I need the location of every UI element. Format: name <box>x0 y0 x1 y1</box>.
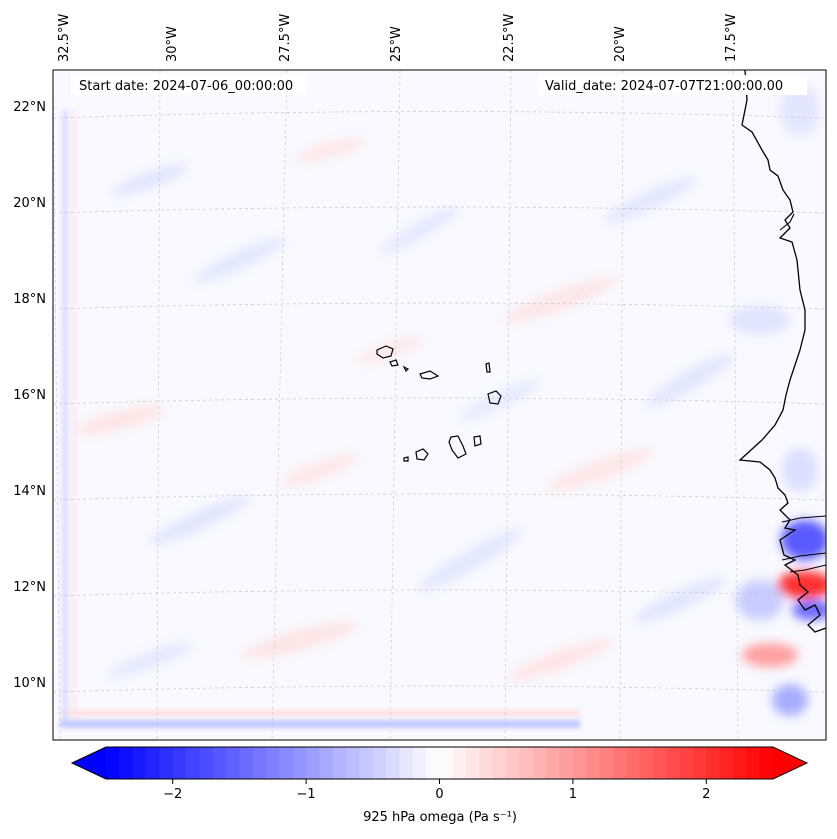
colorbar-segment <box>559 747 574 779</box>
colorbar-segment <box>372 747 387 779</box>
colorbar-segment <box>506 747 521 779</box>
colorbar-segments <box>72 747 807 779</box>
island-brava <box>403 456 409 462</box>
lat-label: 16°N <box>13 388 46 403</box>
colorbar-segment <box>612 747 627 779</box>
colorbar-ticks: −2 −1 0 1 2 <box>163 779 710 802</box>
colorbar-segment <box>292 747 307 779</box>
lon-label: 17.5°W <box>724 14 739 62</box>
colorbar-segment <box>212 747 227 779</box>
colorbar-tick-label: −2 <box>163 787 182 802</box>
colorbar-segment <box>386 747 401 779</box>
colorbar-segment <box>732 747 747 779</box>
lon-label: 30°W <box>165 26 180 62</box>
island-sao-nicolau <box>419 370 440 380</box>
island-santiago <box>448 435 467 459</box>
valid-date-label: Valid_date: 2024-07-07T21:00:00.00 <box>545 79 783 94</box>
island-maio <box>473 435 482 447</box>
colorbar-segment <box>412 747 427 779</box>
colorbar-segment <box>252 747 267 779</box>
colorbar-label: 925 hPa omega (Pa s⁻¹) <box>363 810 517 825</box>
lon-label: 27.5°W <box>278 14 293 62</box>
colorbar-segment <box>492 747 507 779</box>
colorbar-segment <box>626 747 641 779</box>
colorbar-segment <box>546 747 561 779</box>
colorbar-segment <box>439 747 454 779</box>
colorbar: −2 −1 0 1 2 925 hPa omega (Pa s⁻¹) <box>70 746 809 825</box>
lat-label: 10°N <box>13 676 46 691</box>
island-boa-vista <box>487 390 502 405</box>
colorbar-segment <box>119 747 134 779</box>
colorbar-segment <box>679 747 694 779</box>
colorbar-segment <box>746 747 761 779</box>
colorbar-tick-label: 2 <box>702 787 710 802</box>
colorbar-segment <box>266 747 281 779</box>
colorbar-segment <box>359 747 374 779</box>
longitude-labels: 32.5°W 30°W 27.5°W 25°W 22.5°W 20°W 17.5… <box>57 14 739 62</box>
colorbar-segment <box>159 747 174 779</box>
colorbar-segment <box>479 747 494 779</box>
colorbar-segment <box>319 747 334 779</box>
colorbar-segment <box>666 747 681 779</box>
colorbar-segment <box>572 747 587 779</box>
island-sal <box>485 362 491 373</box>
lon-label: 32.5°W <box>57 14 72 62</box>
lat-label: 12°N <box>13 580 46 595</box>
colorbar-segment <box>452 747 467 779</box>
colorbar-segment <box>306 747 321 779</box>
valid-date-box <box>539 75 807 95</box>
africa-coastline <box>738 69 827 633</box>
cape-verde-islands <box>376 345 502 462</box>
colorbar-segment <box>226 747 240 779</box>
colorbar-extend-min <box>72 747 106 779</box>
island-sao-vicente <box>389 359 399 367</box>
lat-label: 14°N <box>13 484 46 499</box>
colorbar-segment <box>466 747 481 779</box>
map-panel: Start date: 2024-07-06_00:00:00 Valid_da… <box>52 69 827 741</box>
colorbar-tick-label: 1 <box>569 787 577 802</box>
map-background <box>53 70 826 740</box>
colorbar-segment <box>652 747 667 779</box>
colorbar-segment <box>532 747 547 779</box>
colorbar-segment <box>639 747 654 779</box>
colorbar-segment <box>426 747 441 779</box>
colorbar-segment <box>692 747 707 779</box>
colorbar-segment <box>706 747 721 779</box>
lat-label: 18°N <box>13 292 46 307</box>
colorbar-extend-max <box>773 747 807 779</box>
colorbar-tick-label: 0 <box>435 787 443 802</box>
start-date-label: Start date: 2024-07-06_00:00:00 <box>79 79 293 94</box>
colorbar-segment <box>279 747 294 779</box>
colorbar-segment <box>132 747 147 779</box>
colorbar-segment <box>332 747 347 779</box>
lon-label: 20°W <box>613 26 628 62</box>
colorbar-segment <box>399 747 414 779</box>
colorbar-segment <box>759 747 774 779</box>
colorbar-segment <box>172 747 187 779</box>
map-frame <box>52 69 827 741</box>
latitude-labels: 22°N 20°N 18°N 16°N 14°N 12°N 10°N <box>13 100 46 691</box>
graticule <box>52 69 827 741</box>
start-date-box <box>71 75 307 95</box>
lon-label: 22.5°W <box>502 14 517 62</box>
colorbar-outline <box>70 746 809 780</box>
colorbar-segment <box>599 747 614 779</box>
colorbar-segment <box>239 747 254 779</box>
lat-label: 22°N <box>13 100 46 115</box>
colorbar-segment <box>199 747 214 779</box>
colorbar-segment <box>719 747 734 779</box>
colorbar-segment <box>586 747 601 779</box>
colorbar-tick-label: −1 <box>297 787 316 802</box>
colorbar-segment <box>346 747 361 779</box>
colorbar-segment <box>146 747 160 779</box>
island-santa-luzia <box>402 365 410 373</box>
lon-label: 25°W <box>389 26 404 62</box>
lat-label: 20°N <box>13 196 46 211</box>
island-santo-antao <box>376 345 394 359</box>
colorbar-segment <box>106 747 120 779</box>
colorbar-segment <box>519 747 534 779</box>
colorbar-segment <box>186 747 200 779</box>
island-fogo <box>415 448 429 461</box>
